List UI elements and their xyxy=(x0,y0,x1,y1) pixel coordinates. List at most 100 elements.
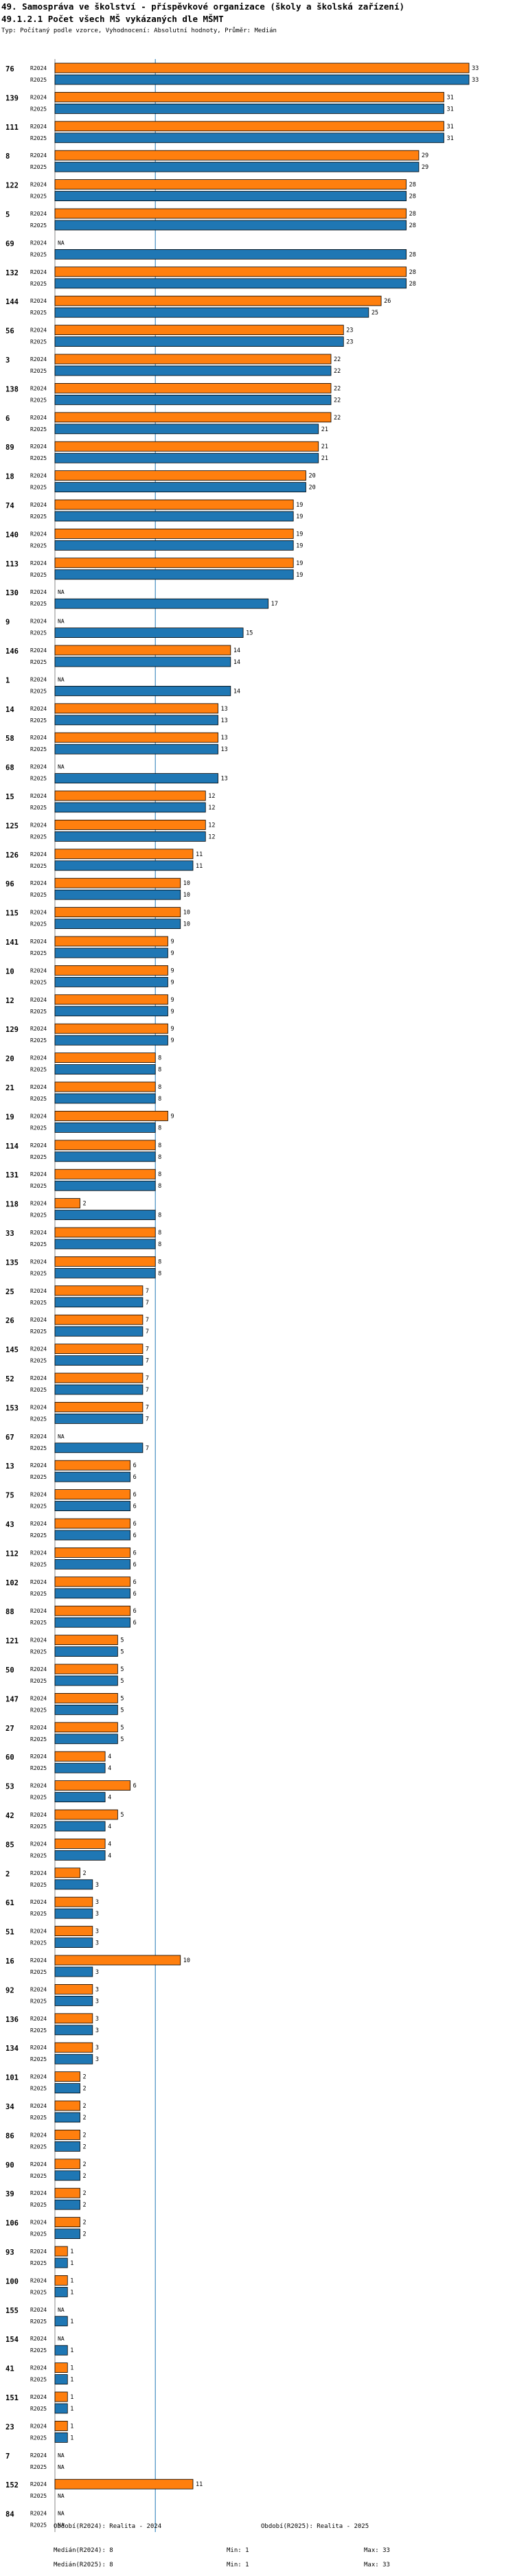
bar-r2024 xyxy=(54,732,218,743)
bar-r2024 xyxy=(54,965,168,976)
bar-r2024 xyxy=(54,2159,80,2170)
bar-r2024 xyxy=(54,703,218,714)
bar-r2025 xyxy=(54,628,244,638)
data-label: 9 xyxy=(170,1026,174,1033)
series-label: R2024 xyxy=(30,1666,47,1672)
bar-r2024 xyxy=(54,1780,131,1791)
category-label: 60 xyxy=(5,1753,14,1762)
bar-r2024 xyxy=(54,877,181,888)
bar-r2024 xyxy=(54,91,444,102)
series-label: R2024 xyxy=(30,1026,47,1032)
data-label: 21 xyxy=(321,455,328,462)
data-label: 22 xyxy=(334,415,341,422)
series-label: R2025 xyxy=(30,2086,47,2092)
series-label: R2024 xyxy=(30,385,47,391)
series-label: R2025 xyxy=(30,1445,47,1451)
bar-r2025 xyxy=(54,511,294,522)
series-label: R2025 xyxy=(30,833,47,840)
category-label: 135 xyxy=(5,1258,19,1267)
bar-r2025 xyxy=(54,2170,80,2181)
max-2025: Max: 33 xyxy=(364,2562,390,2568)
bar-r2025 xyxy=(54,1617,131,1628)
data-label: 7 xyxy=(146,1300,149,1307)
series-label: R2024 xyxy=(30,910,47,916)
category-label: 125 xyxy=(5,822,19,830)
series-label: R2024 xyxy=(30,706,47,712)
category-label: 21 xyxy=(5,1084,14,1092)
bar-r2024 xyxy=(54,529,294,539)
series-label: R2024 xyxy=(30,1288,47,1294)
category-label: 56 xyxy=(5,327,14,336)
bar-r2025 xyxy=(54,2403,68,2414)
data-label: 7 xyxy=(146,1375,149,1382)
median-2024: Medián(R2024): 8 xyxy=(54,2547,113,2554)
series-label: R2024 xyxy=(30,1055,47,1061)
bar-r2025 xyxy=(54,773,218,783)
data-label: 9 xyxy=(170,1113,174,1120)
data-label: 2 xyxy=(83,2220,87,2227)
series-label: R2024 xyxy=(30,1434,47,1440)
bar-r2025 xyxy=(54,2229,80,2240)
data-label: 15 xyxy=(246,630,253,637)
legend-period-2025: Období(R2025): Realita - 2025 xyxy=(261,2523,369,2530)
data-label: 19 xyxy=(296,531,303,538)
category-label: 126 xyxy=(5,851,19,860)
data-label: 28 xyxy=(409,269,416,276)
bar-r2024 xyxy=(54,790,206,801)
bar-r2024 xyxy=(54,2129,80,2140)
data-label: 1 xyxy=(70,2249,73,2255)
data-label: 3 xyxy=(95,2045,99,2051)
category-label: 113 xyxy=(5,560,19,568)
data-label: 2 xyxy=(83,1870,87,1877)
bar-r2024 xyxy=(54,994,168,1005)
category-label: 144 xyxy=(5,298,19,306)
series-label: R2024 xyxy=(30,1462,47,1469)
data-label: 14 xyxy=(233,659,240,666)
category-label: 114 xyxy=(5,1142,19,1151)
category-label: 145 xyxy=(5,1346,19,1355)
bar-r2025 xyxy=(54,744,218,755)
category-label: 139 xyxy=(5,94,19,102)
series-label: R2024 xyxy=(30,2394,47,2400)
data-label: 5 xyxy=(120,1678,124,1685)
bar-r2025 xyxy=(54,395,332,405)
bar-r2025 xyxy=(54,889,181,900)
series-label: R2024 xyxy=(30,880,47,886)
bar-r2025 xyxy=(54,1501,131,1512)
bar-r2024 xyxy=(54,1692,118,1703)
data-label: 8 xyxy=(158,1230,161,1237)
series-label: R2025 xyxy=(30,863,47,869)
category-label: 111 xyxy=(5,124,19,132)
bar-r2025 xyxy=(54,1530,131,1541)
series-label: R2025 xyxy=(30,2464,47,2470)
category-label: 16 xyxy=(5,1957,14,1966)
bar-r2024 xyxy=(54,1140,156,1151)
series-label: R2025 xyxy=(30,1591,47,1597)
category-label: 84 xyxy=(5,2511,14,2519)
series-label: R2024 xyxy=(30,764,47,770)
series-label: R2024 xyxy=(30,1258,47,1265)
data-label: 3 xyxy=(95,1940,99,1947)
category-label: 85 xyxy=(5,1841,14,1849)
data-label: 10 xyxy=(183,880,190,887)
series-label: R2024 xyxy=(30,2161,47,2167)
data-label: 12 xyxy=(208,822,215,829)
bar-r2025 xyxy=(54,1471,131,1482)
bar-r2024 xyxy=(54,179,407,190)
bar-r2025 xyxy=(54,2112,80,2123)
bar-r2025 xyxy=(54,1704,118,1715)
data-label: 7 xyxy=(146,1416,149,1423)
data-label: 22 xyxy=(334,356,341,363)
category-label: 69 xyxy=(5,240,14,248)
bar-r2025 xyxy=(54,947,168,958)
series-label: R2025 xyxy=(30,1620,47,1626)
series-label: R2025 xyxy=(30,485,47,491)
chart-subtitle: 49.1.2.1 Počet všech MŠ vykázaných dle M… xyxy=(1,14,224,24)
data-label: 8 xyxy=(158,1154,161,1161)
series-label: R2025 xyxy=(30,310,47,316)
bar-r2024 xyxy=(54,1722,118,1733)
category-label: 130 xyxy=(5,589,19,597)
bar-r2025 xyxy=(54,919,181,929)
data-label: 19 xyxy=(296,572,303,579)
category-label: 53 xyxy=(5,1783,14,1791)
